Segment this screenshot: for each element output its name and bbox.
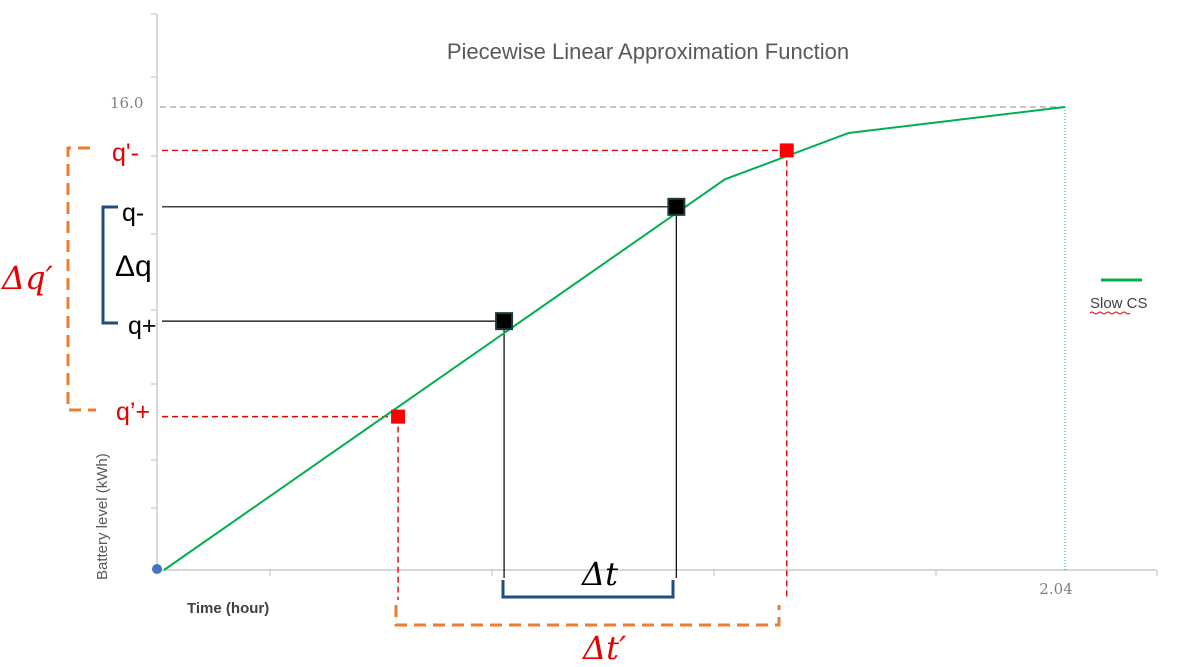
spellcheck-underline <box>1089 311 1131 315</box>
highlight-point-1 <box>667 197 686 216</box>
chart-axes <box>151 13 1158 576</box>
brackets <box>66 146 781 627</box>
x-axis-label: Time (hour) <box>187 600 269 617</box>
highlight-point-2 <box>391 409 406 424</box>
q-prime-plus-label: q’+ <box>116 398 150 426</box>
legend: Slow CS <box>1089 278 1148 315</box>
delta-t-prime-bracket <box>394 605 781 627</box>
delta-t-prime-label: Δt′ <box>581 629 627 667</box>
origin-point <box>152 564 162 574</box>
delta-q-prime-label: Δq′ <box>0 259 54 297</box>
delta-q-label: Δq <box>115 250 152 283</box>
chart-title: Piecewise Linear Approximation Function <box>447 39 849 64</box>
highlight-point-3 <box>779 143 794 158</box>
delta-q-bracket <box>101 205 118 325</box>
y-tick-label-max: 16.0 <box>110 94 143 112</box>
y-axis-label: Battery level (kWh) <box>94 453 111 580</box>
guide-lines <box>160 106 1066 600</box>
highlight-points <box>391 143 794 424</box>
highlight-point-0 <box>495 312 514 331</box>
q-prime-minus-label: q'- <box>112 139 139 167</box>
delta-t-label: Δt <box>580 555 618 593</box>
delta-t-bracket <box>501 580 675 599</box>
x-tick-label-max: 2.04 <box>1039 580 1072 598</box>
q-plus-label: q+ <box>128 312 157 340</box>
legend-label-slow-cs: Slow CS <box>1090 295 1148 312</box>
q-minus-label: q- <box>122 199 144 227</box>
series-line-slow-cs <box>163 106 1066 571</box>
delta-q-prime-bracket <box>66 146 96 412</box>
series-group <box>152 106 1066 574</box>
